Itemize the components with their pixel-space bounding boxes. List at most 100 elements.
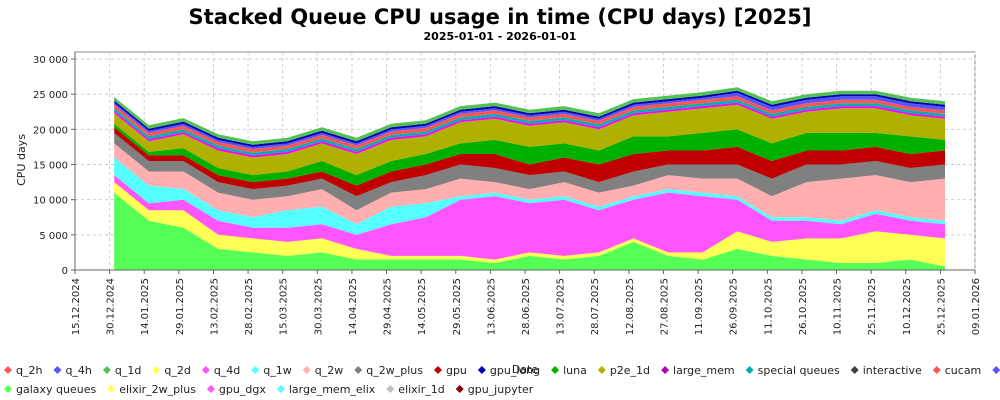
legend-swatch — [302, 366, 311, 374]
area-series-q-2w — [114, 143, 945, 225]
x-tick-label: 14.01.2025 — [140, 278, 151, 335]
legend-item: luna — [551, 364, 587, 377]
legend-swatch — [850, 366, 859, 374]
legend-item: elixir_2w_plus — [107, 383, 196, 396]
x-tick-label: 26.10.2025 — [798, 278, 809, 335]
legend-swatch — [551, 366, 560, 374]
legend-label: p2e_1d — [610, 364, 650, 377]
x-axis-label: Date — [512, 363, 539, 376]
x-tick-label: 13.02.2025 — [209, 278, 220, 335]
legend-label: cucam — [945, 364, 982, 377]
legend-label: large_mem_elix — [289, 383, 376, 396]
area-series-gpu — [114, 127, 945, 197]
legend-swatch — [745, 366, 754, 374]
x-tick-label: 28.06.2025 — [521, 278, 532, 335]
legend-label: special queues — [758, 364, 840, 377]
legend-swatch — [386, 385, 395, 393]
legend-swatch — [4, 385, 12, 393]
legend-item: q_4d — [201, 364, 240, 377]
legend-label: q_2w — [315, 364, 343, 377]
x-tick-label: 28.07.2025 — [590, 278, 601, 335]
legend-swatch — [201, 366, 210, 374]
legend-label: elixir_2w_plus — [119, 383, 196, 396]
legend-item: q_2d — [152, 364, 191, 377]
legend-label: q_1d — [115, 364, 141, 377]
legend-swatch — [455, 385, 464, 393]
x-tick-label: 25.11.2025 — [867, 278, 878, 335]
x-tick-label: 10.11.2025 — [833, 278, 844, 335]
legend-label: q_4h — [65, 364, 91, 377]
legend-label: galaxy queues — [16, 383, 96, 396]
area-series-large-mem-elix — [114, 157, 945, 235]
legend-item: q_1w — [251, 364, 292, 377]
area-series-q-4d — [114, 102, 945, 158]
chart-subtitle: 2025-01-01 - 2026-01-01 — [424, 30, 577, 43]
x-tick-label: 25.12.2025 — [936, 278, 947, 335]
legend-label: q_2d — [164, 364, 190, 377]
legend-item: galaxy queues — [4, 383, 96, 396]
x-tick-label: 14.04.2025 — [348, 278, 359, 335]
area-series-p2e-1d — [114, 104, 945, 176]
y-tick-label: 15 000 — [33, 161, 68, 172]
legend-label: q_4d — [214, 364, 240, 377]
legend-item: q_2h — [4, 364, 42, 377]
area-series-special-queues — [114, 99, 945, 156]
x-tick-label: 11.09.2025 — [694, 278, 705, 335]
x-tick-label: 13.07.2025 — [556, 278, 567, 335]
y-tick-label: 20 000 — [33, 125, 68, 136]
legend-swatch — [152, 366, 161, 374]
y-tick-label: 10 000 — [33, 196, 68, 207]
legend-item: special queues — [745, 364, 840, 377]
x-tick-label: 29.01.2025 — [175, 278, 186, 335]
legend-swatch — [597, 366, 606, 374]
x-tick-label: 30.12.2024 — [106, 278, 117, 335]
x-tick-label: 12.08.2025 — [625, 278, 636, 335]
area-series-galaxy-queues — [114, 192, 945, 270]
legend-item: gpu_dgx — [206, 383, 266, 396]
legend-swatch — [4, 366, 12, 374]
legend: q_2h q_4h q_1d q_2d q_4d q_1w q_2w q_2w_plus gpu… — [4, 364, 1000, 396]
x-tick-label: 11.10.2025 — [763, 278, 774, 335]
legend-item: q_1d — [102, 364, 141, 377]
area-series-q-4h — [114, 92, 945, 149]
y-tick-label: 5 000 — [39, 231, 68, 242]
x-tick-label: 30.03.2025 — [313, 278, 324, 335]
plot-area — [74, 51, 976, 271]
area-series-q-2h — [114, 96, 945, 153]
legend-swatch — [206, 385, 215, 393]
legend-item: elixir_2w — [992, 366, 1000, 374]
x-tick-label: 13.06.2025 — [486, 278, 497, 335]
x-tick-label: 29.04.2025 — [383, 278, 394, 335]
legend-label: luna — [563, 364, 587, 377]
legend-label: q_2h — [16, 364, 42, 377]
legend-item: gpu_jupyter — [455, 383, 534, 396]
legend-label: gpu_long — [490, 364, 540, 377]
legend-item: q_2w_plus — [354, 364, 423, 377]
area-series-gpu-long — [114, 90, 945, 147]
legend-item: cucam — [932, 364, 982, 377]
legend-swatch — [107, 385, 116, 393]
legend-item: q_2w — [302, 364, 343, 377]
legend-label: interactive — [863, 364, 922, 377]
legend-label: q_1w — [263, 364, 291, 377]
y-axis-label: CPU days — [15, 134, 28, 186]
legend-label: q_2w_plus — [366, 364, 423, 377]
legend-swatch — [53, 366, 62, 374]
area-series-q-1d — [114, 87, 945, 145]
legend-swatch — [102, 366, 111, 374]
y-axis: 0 5 000 10 000 15 000 20 000 25 000 30 000 — [33, 52, 76, 277]
x-tick-label: 26.09.2025 — [729, 278, 740, 335]
legend-item: large_mem_elix — [276, 383, 376, 396]
legend-swatch — [661, 366, 670, 374]
legend-label: gpu — [446, 364, 467, 377]
x-tick-label: 15.12.2024 — [71, 278, 82, 335]
chart-title: Stacked Queue CPU usage in time (CPU day… — [189, 5, 812, 29]
legend-item: elixir_1d — [386, 383, 445, 396]
legend-label: gpu_dgx — [219, 383, 266, 396]
legend-item: p2e_1d — [597, 364, 650, 377]
legend-swatch — [354, 366, 363, 374]
legend-swatch — [992, 366, 1000, 374]
x-tick-label: 27.08.2025 — [659, 278, 670, 335]
y-tick-label: 0 — [62, 266, 68, 277]
legend-item: q_4h — [53, 364, 92, 377]
